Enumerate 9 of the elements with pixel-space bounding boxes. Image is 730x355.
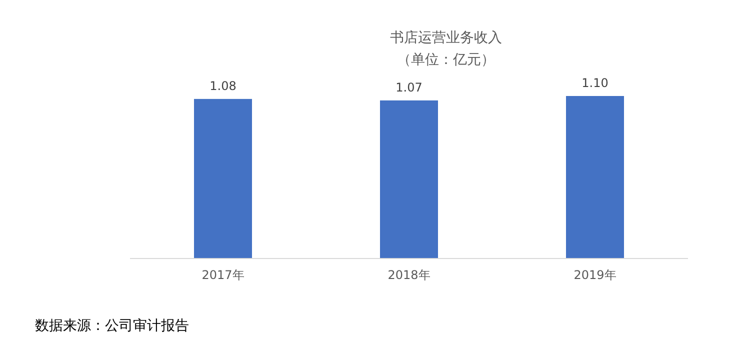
source-note: 数据来源：公司审计报告 [35,318,189,334]
x-tick-label: 2018年 [388,268,430,282]
x-tick-label: 2019年 [574,268,616,282]
data-label: 1.07 [396,80,422,94]
data-label: 1.08 [210,78,236,93]
chart-subtitle: （单位：亿元） [397,52,495,68]
x-tick-label: 2017年 [202,268,244,282]
data-label: 1.10 [582,76,608,90]
chart-title: 书店运营业务收入 [390,30,502,46]
